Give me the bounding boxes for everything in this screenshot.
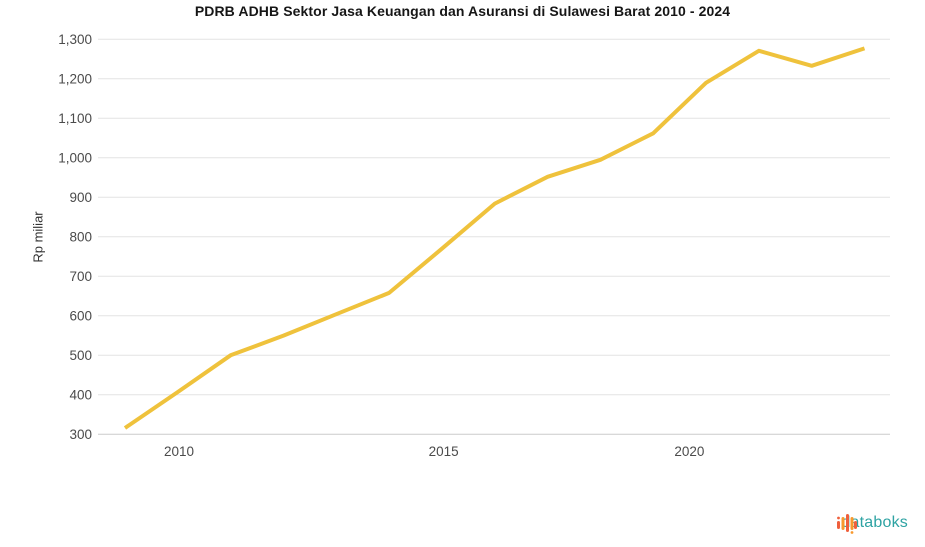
y-tick-label: 1,200: [58, 71, 92, 86]
y-tick-label: 500: [69, 348, 92, 363]
chart-title: PDRB ADHB Sektor Jasa Keuangan dan Asura…: [194, 3, 731, 19]
x-tick-label: 2010: [164, 444, 194, 459]
bars-icon-svg: [837, 514, 858, 534]
x-tick-label: 2015: [429, 444, 459, 459]
y-tick-label: 400: [69, 387, 92, 402]
y-tick-label: 1,000: [58, 150, 92, 165]
y-tick-label: 600: [69, 308, 92, 323]
y-tick-label: 800: [69, 229, 92, 244]
data-series-line: [123, 46, 866, 430]
y-tick-label: 1,100: [58, 111, 92, 126]
y-tick-label: 1,300: [58, 32, 92, 47]
x-tick-label: 2020: [674, 444, 704, 459]
y-tick-label: 300: [69, 427, 92, 442]
y-tick-label: 900: [69, 190, 92, 205]
y-tick-label: 700: [69, 269, 92, 284]
databoks-logo: databoks: [837, 511, 908, 535]
databoks-wordmark: databoks: [841, 514, 908, 531]
